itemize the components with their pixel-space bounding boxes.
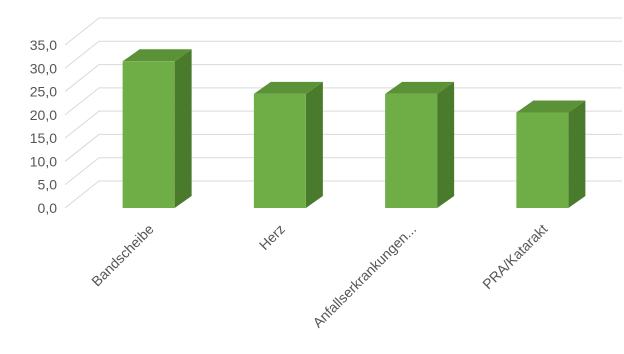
y-tick-label: 5,0 (38, 177, 58, 193)
y-tick-label: 20,0 (30, 107, 57, 123)
y-tick-label: 10,0 (30, 153, 57, 169)
y-axis-ticks: 0,0 5,0 10,0 15,0 20,0 25,0 30,0 35,0 (30, 37, 57, 216)
bar-side (568, 100, 586, 208)
bar (253, 81, 323, 208)
category-label: Bandscheibe (88, 221, 157, 290)
y-tick-label: 30,0 (30, 60, 57, 76)
bar-side (437, 81, 455, 208)
y-tick-label: 15,0 (30, 130, 57, 146)
bar-front (253, 93, 306, 208)
category-label: Anfallserkrankungen... (309, 221, 419, 331)
category-labels: Bandscheibe Herz Anfallserkrankungen... PRA… (88, 221, 550, 331)
bar (516, 100, 586, 208)
bar (385, 81, 455, 208)
y-tick-label: 0,0 (38, 200, 58, 216)
y-tick-label: 25,0 (30, 84, 57, 100)
bar-front (122, 61, 175, 208)
bar-top (385, 81, 455, 94)
gridline (64, 17, 622, 46)
category-label: PRA/Katarakt (479, 221, 550, 292)
gridline (64, 64, 622, 92)
y-tick-label: 35,0 (30, 37, 57, 53)
bar-front (385, 93, 438, 208)
bar (122, 49, 192, 208)
bar-top (516, 100, 586, 113)
bar-top (253, 81, 323, 94)
gridline (64, 40, 622, 69)
bar-side (174, 49, 192, 208)
bars (122, 49, 586, 208)
gridlines (64, 17, 622, 209)
category-label: Herz (256, 221, 288, 253)
bar-side (305, 81, 323, 208)
bar-front (516, 112, 569, 208)
bar-top (122, 49, 192, 62)
